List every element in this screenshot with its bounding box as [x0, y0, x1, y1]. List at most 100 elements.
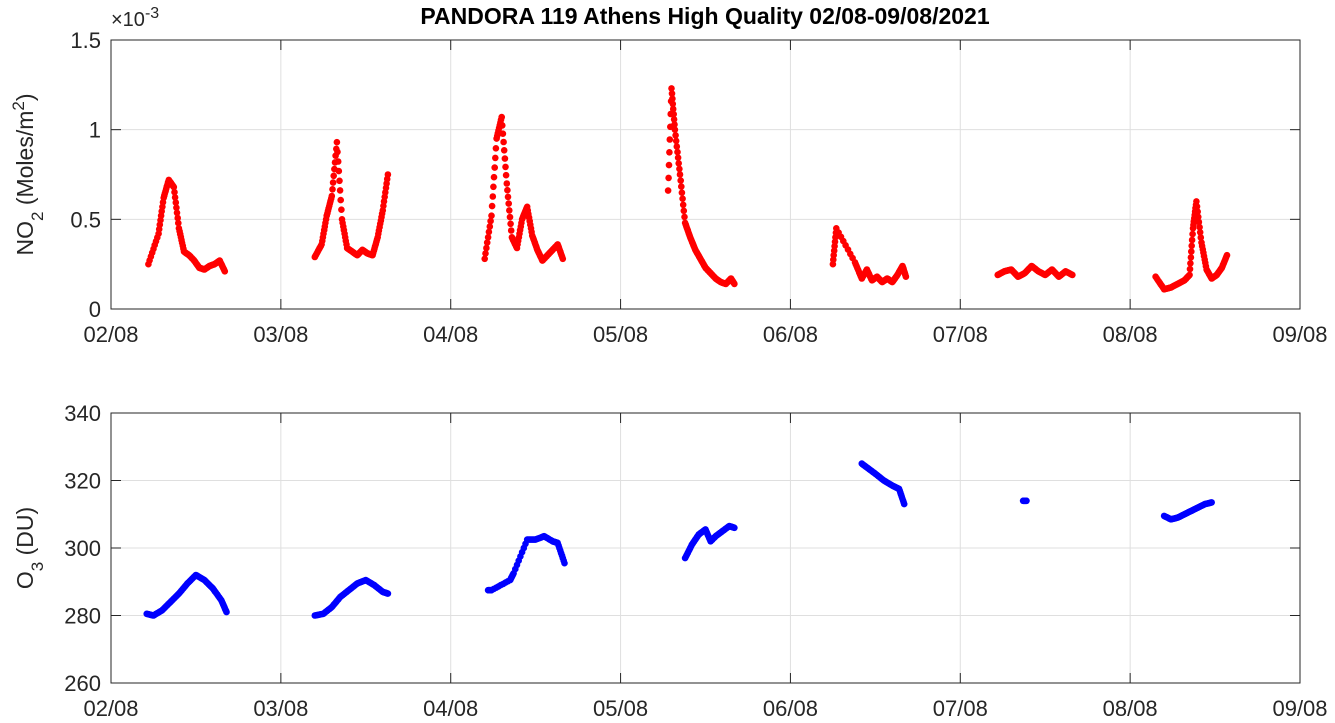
- x-tick-label: 06/08: [763, 696, 818, 721]
- data-point: [504, 193, 512, 201]
- data-point: [492, 154, 499, 162]
- data-point: [505, 200, 512, 207]
- data-point: [492, 145, 500, 152]
- data-point: [488, 202, 496, 210]
- data-point: [506, 207, 513, 214]
- data-point: [900, 500, 908, 508]
- x-tick-label: 03/08: [253, 322, 308, 347]
- data-point: [491, 164, 499, 171]
- data-point: [1188, 236, 1196, 244]
- x-tick-label: 04/08: [423, 322, 478, 347]
- data-point: [485, 228, 493, 236]
- data-point: [174, 214, 181, 222]
- data-point: [502, 171, 510, 179]
- data-point: [172, 199, 180, 206]
- x-tick-label: 04/08: [423, 696, 478, 721]
- y-tick-label: 280: [64, 604, 101, 629]
- data-point: [678, 183, 685, 190]
- y-exponent-label: ×10-3: [111, 5, 159, 32]
- data-point: [1189, 230, 1196, 238]
- y-tick-label: 1.5: [70, 28, 101, 53]
- data-point: [175, 219, 182, 227]
- data-point: [1197, 234, 1205, 241]
- data-point: [329, 186, 336, 193]
- data-point: [674, 148, 681, 156]
- data-point: [677, 177, 684, 184]
- data-point: [330, 172, 338, 180]
- data-point: [664, 187, 672, 194]
- x-tick-label: 02/08: [83, 322, 138, 347]
- y-tick-label: 1: [89, 118, 101, 143]
- data-point: [489, 193, 497, 200]
- data-point: [678, 189, 686, 196]
- data-point: [223, 608, 230, 616]
- data-point: [502, 163, 509, 171]
- data-point: [670, 110, 677, 118]
- data-point: [334, 158, 342, 165]
- data-point: [1196, 229, 1204, 236]
- data-point: [1187, 254, 1195, 261]
- data-point: [483, 239, 491, 246]
- data-point: [666, 136, 674, 143]
- data-point: [338, 206, 345, 213]
- data-point: [668, 90, 676, 97]
- x-tick-label: 09/08: [1272, 696, 1327, 721]
- data-point: [499, 130, 507, 137]
- data-point: [1193, 203, 1201, 210]
- data-point: [481, 255, 489, 263]
- data-point: [674, 154, 682, 161]
- data-point: [173, 209, 181, 217]
- x-tick-label: 09/08: [1272, 322, 1327, 347]
- y-tick-label: 340: [64, 401, 101, 426]
- data-point: [1193, 198, 1200, 205]
- data-point: [668, 85, 675, 92]
- data-point: [1223, 251, 1231, 259]
- data-point: [506, 213, 514, 221]
- data-point: [171, 188, 178, 196]
- data-point: [335, 167, 343, 175]
- data-point: [384, 171, 392, 178]
- data-point: [329, 179, 337, 186]
- data-point: [333, 138, 341, 146]
- data-point: [507, 220, 514, 228]
- data-point: [490, 183, 497, 191]
- data-point: [1188, 248, 1195, 255]
- data-point: [171, 194, 179, 201]
- chart-title: PANDORA 119 Athens High Quality 02/08-09…: [420, 3, 989, 29]
- data-point: [680, 207, 688, 215]
- data-point: [337, 196, 345, 204]
- data-point: [731, 524, 738, 532]
- data-series: [143, 460, 1215, 619]
- data-point: [507, 227, 515, 234]
- data-point: [1187, 260, 1194, 267]
- data-point: [681, 213, 688, 221]
- data-point: [672, 132, 679, 139]
- data-point: [503, 180, 511, 187]
- data-point: [1069, 271, 1076, 279]
- data-point: [221, 268, 229, 275]
- data-point: [731, 280, 738, 288]
- data-point: [673, 143, 681, 150]
- y-tick-label: 300: [64, 536, 101, 561]
- data-point: [328, 192, 336, 200]
- data-point: [665, 174, 672, 182]
- data-point: [490, 173, 498, 181]
- data-point: [1186, 265, 1194, 273]
- data-point: [669, 95, 676, 102]
- data-point: [336, 177, 343, 185]
- data-point: [170, 183, 178, 191]
- data-point: [561, 559, 568, 567]
- data-point: [672, 137, 680, 145]
- o3-panel: 02/08 03/08 04/08 05/08 06/08 07/08 08/08 09/08…: [12, 401, 1328, 721]
- data-point: [1208, 499, 1215, 506]
- data-point: [500, 147, 508, 154]
- data-point: [498, 113, 506, 121]
- data-point: [679, 195, 686, 202]
- data-point: [666, 149, 673, 156]
- x-tick-label: 08/08: [1103, 696, 1158, 721]
- data-point: [676, 171, 684, 178]
- data-point: [484, 234, 492, 241]
- data-point: [671, 121, 678, 128]
- data-point: [679, 201, 687, 209]
